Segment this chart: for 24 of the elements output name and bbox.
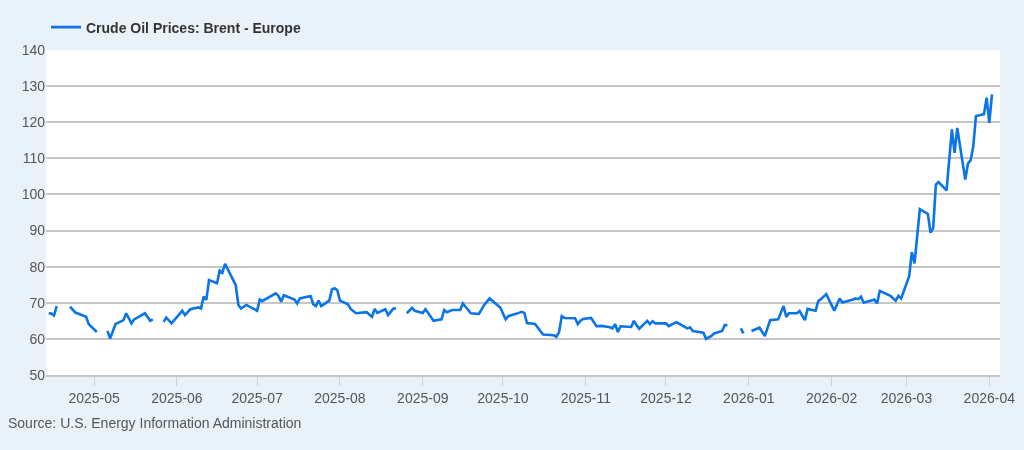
legend-label: Crude Oil Prices: Brent - Europe xyxy=(86,19,301,36)
x-tick-label: 2025-05 xyxy=(68,389,120,406)
y-tick-label: 80 xyxy=(29,258,46,275)
x-tick-label: 2026-01 xyxy=(723,389,775,406)
x-tick-label: 2025-07 xyxy=(231,389,284,406)
y-tick-label: 130 xyxy=(21,78,46,95)
source-note: Source: U.S. Energy Information Administration xyxy=(8,415,302,431)
y-tick-label: 140 xyxy=(21,41,46,58)
y-tick-label: 50 xyxy=(29,366,46,383)
x-tick-label: 2026-02 xyxy=(805,389,858,406)
x-tick-label: 2025-06 xyxy=(151,389,203,406)
y-tick-label: 120 xyxy=(21,114,46,131)
y-tick-label: 100 xyxy=(21,186,46,203)
y-tick-label: 60 xyxy=(29,330,46,347)
y-tick-label: 70 xyxy=(29,294,46,311)
x-tick-label: 2026-03 xyxy=(880,389,933,406)
x-tick-label: 2025-10 xyxy=(477,389,529,406)
x-tick-label: 2025-09 xyxy=(397,389,449,406)
y-tick-label: 90 xyxy=(29,222,46,239)
x-tick-label: 2026-04 xyxy=(963,389,1016,406)
x-tick-label: 2025-11 xyxy=(560,389,612,406)
x-tick-label: 2025-12 xyxy=(640,389,692,406)
y-tick-label: 110 xyxy=(22,150,46,167)
x-tick-label: 2025-08 xyxy=(314,389,366,406)
